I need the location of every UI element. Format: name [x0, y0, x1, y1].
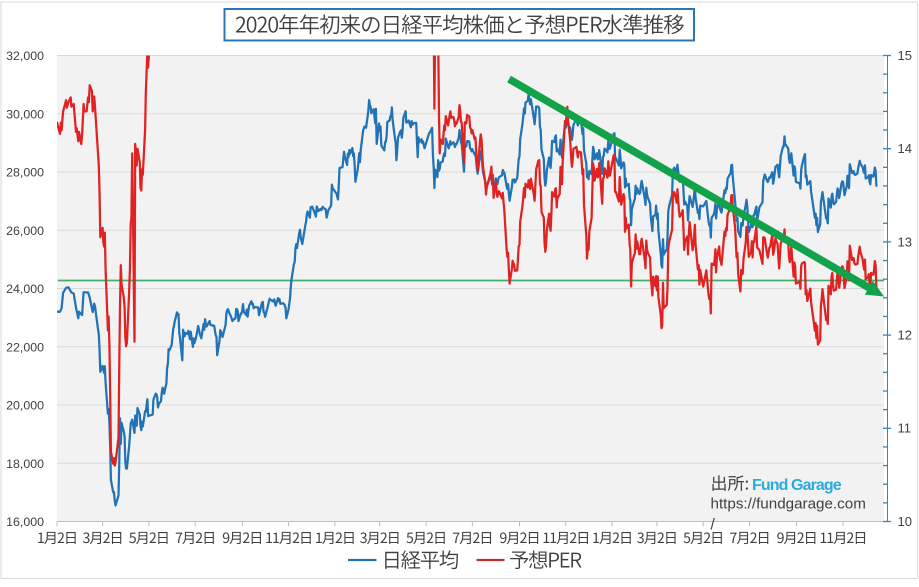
svg-text:Fund Garage: Fund Garage — [752, 477, 842, 494]
svg-text:/: / — [711, 517, 716, 534]
svg-text:22,000: 22,000 — [6, 340, 44, 354]
svg-text:30,000: 30,000 — [6, 107, 44, 121]
svg-text:32,000: 32,000 — [6, 49, 44, 63]
svg-text:20,000: 20,000 — [6, 399, 44, 413]
svg-text:28,000: 28,000 — [6, 166, 44, 180]
svg-text:13: 13 — [898, 234, 912, 249]
svg-text:26,000: 26,000 — [6, 224, 44, 238]
svg-text:18,000: 18,000 — [6, 457, 44, 471]
svg-text:10: 10 — [898, 514, 912, 529]
svg-text:16,000: 16,000 — [6, 515, 44, 529]
svg-text:https://fundgarage.com: https://fundgarage.com — [711, 496, 866, 513]
svg-text:11: 11 — [898, 421, 912, 436]
svg-text:15: 15 — [898, 48, 912, 63]
svg-text:24,000: 24,000 — [6, 282, 44, 296]
svg-text:14: 14 — [898, 141, 912, 156]
svg-text:12: 12 — [898, 328, 912, 343]
